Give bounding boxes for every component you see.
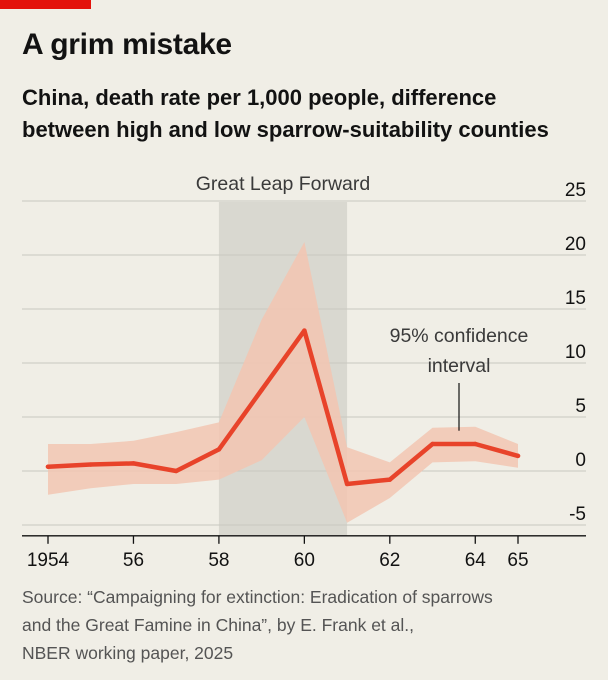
x-tick-label-1960: 60 (294, 550, 315, 571)
source-line-2: and the Great Famine in China”, by E. Fr… (22, 615, 414, 635)
line-chart: 1954 56 58 60 62 64 65 -5 0 5 10 15 20 25 Great Leap F… (22, 173, 586, 571)
y-tick-label--5: -5 (569, 504, 586, 525)
data-point-1954 (45, 464, 51, 469)
source-note: Source: “Campaigning for extinction: Era… (22, 583, 602, 667)
confidence-band (48, 242, 518, 523)
source-line-3: NBER working paper, 2025 (22, 643, 234, 663)
data-point-1959 (259, 387, 264, 393)
y-tick-label-5: 5 (575, 396, 586, 417)
data-point-1955 (88, 462, 93, 467)
y-tick-label-10: 10 (565, 342, 586, 363)
annotation-line-1: 95% confidence (390, 325, 529, 347)
data-point-1958 (216, 447, 222, 452)
y-tick-label-25: 25 (565, 180, 586, 201)
data-point-1964 (473, 441, 478, 447)
x-tick-label-1956: 56 (123, 550, 144, 571)
y-tick-label-15: 15 (565, 288, 586, 309)
x-tick-label-1964: 64 (465, 550, 487, 571)
shaded-period-label: Great Leap Forward (196, 173, 371, 195)
x-tick-label-1954: 1954 (27, 550, 70, 571)
annotation-line-2: interval (428, 355, 491, 377)
data-point-1965 (515, 453, 521, 459)
x-tick-label-1962: 62 (379, 550, 400, 571)
series-line (45, 328, 521, 487)
y-tick-label-0: 0 (575, 450, 586, 471)
subtitle-line-1: China, death rate per 1,000 people, diff… (22, 85, 497, 110)
data-point-1956 (131, 461, 136, 466)
chart-title: A grim mistake (22, 28, 232, 61)
x-tick-label-1958: 58 (208, 550, 229, 571)
data-point-1957 (173, 468, 179, 474)
data-point-1963 (430, 441, 435, 447)
data-point-1962 (387, 477, 393, 482)
brand-tag (0, 0, 91, 9)
data-point-1960 (302, 328, 307, 333)
data-point-1961 (344, 481, 350, 487)
x-tick-label-1965: 65 (507, 550, 528, 571)
chart-subtitle: China, death rate per 1,000 people, diff… (22, 82, 602, 146)
y-tick-label-20: 20 (565, 234, 586, 255)
subtitle-line-2: between high and low sparrow-suitability… (22, 117, 549, 142)
source-line-1: Source: “Campaigning for extinction: Era… (22, 587, 493, 607)
